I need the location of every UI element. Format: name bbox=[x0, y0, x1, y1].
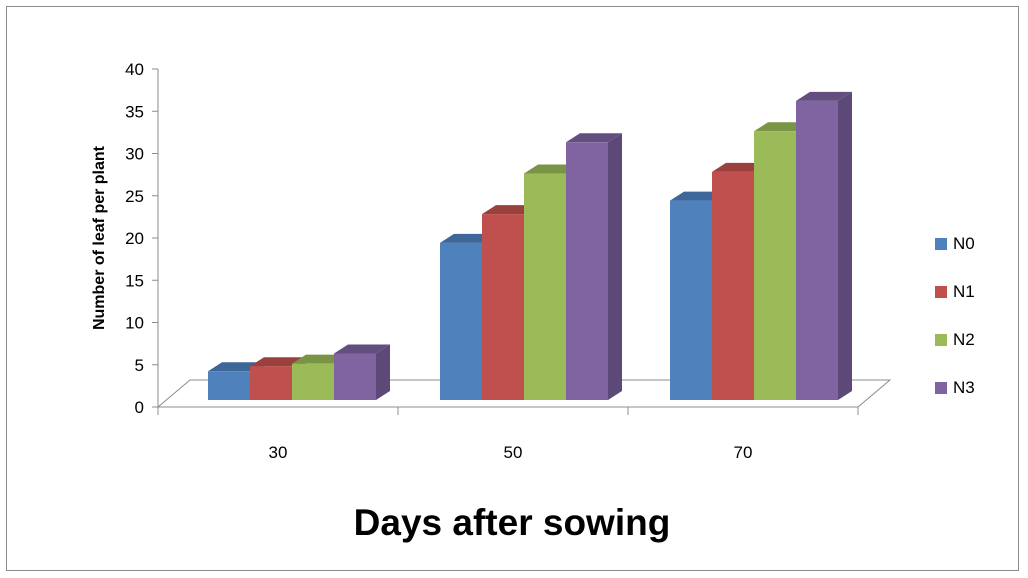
x-tick-label: 70 bbox=[734, 443, 753, 462]
bar-N3-70 bbox=[796, 91, 852, 401]
y-tick-label: 10 bbox=[125, 314, 144, 333]
legend: N0 N1 N2 N3 bbox=[935, 234, 975, 397]
y-tick-label: 5 bbox=[135, 356, 144, 375]
legend-item-N2: N2 bbox=[935, 330, 975, 349]
bar-front-face bbox=[796, 100, 838, 401]
y-tick-label: 40 bbox=[125, 60, 144, 79]
bar-N3-50 bbox=[566, 133, 622, 400]
x-tick-label: 50 bbox=[504, 443, 523, 462]
bar-front-face bbox=[440, 242, 482, 400]
bars bbox=[208, 91, 852, 401]
bar-N3-30 bbox=[334, 344, 390, 400]
y-tick-label: 20 bbox=[125, 229, 144, 248]
y-tick-label: 15 bbox=[125, 271, 144, 290]
y-tick-labels: 0 5 10 15 20 25 30 35 40 bbox=[125, 60, 144, 417]
bar-front-face bbox=[208, 371, 250, 400]
legend-item-N0: N0 bbox=[935, 234, 975, 253]
x-tick-labels: 30 50 70 bbox=[269, 443, 753, 462]
bar-top-face bbox=[334, 344, 390, 354]
x-tick-label: 30 bbox=[269, 443, 288, 462]
bar-front-face bbox=[334, 353, 376, 400]
legend-item-N1: N1 bbox=[935, 282, 975, 301]
legend-swatch bbox=[935, 334, 947, 346]
legend-label: N1 bbox=[953, 282, 975, 301]
bar-side-face bbox=[838, 91, 852, 401]
bar-side-face bbox=[376, 344, 390, 400]
floor-plane bbox=[156, 379, 892, 408]
x-axis-label: Days after sowing bbox=[354, 502, 671, 543]
legend-label: N2 bbox=[953, 330, 975, 349]
bar-front-face bbox=[712, 171, 754, 400]
bar-front-face bbox=[292, 363, 334, 400]
axes bbox=[152, 68, 892, 415]
legend-item-N3: N3 bbox=[935, 378, 975, 397]
bar-side-face bbox=[608, 133, 622, 400]
bar-top-face bbox=[566, 133, 622, 143]
bar-front-face bbox=[566, 142, 608, 400]
bar-front-face bbox=[482, 214, 524, 400]
legend-swatch bbox=[935, 238, 947, 250]
bar-front-face bbox=[250, 366, 292, 400]
bar-front-face bbox=[524, 173, 566, 400]
y-tick-label: 30 bbox=[125, 145, 144, 164]
legend-label: N0 bbox=[953, 234, 975, 253]
y-tick-label: 35 bbox=[125, 102, 144, 121]
bar-front-face bbox=[754, 131, 796, 401]
bar-front-face bbox=[670, 200, 712, 400]
legend-swatch bbox=[935, 286, 947, 298]
y-axis-label: Number of leaf per plant bbox=[91, 145, 108, 330]
y-tick-label: 25 bbox=[125, 187, 144, 206]
legend-label: N3 bbox=[953, 378, 975, 397]
y-tick-label: 0 bbox=[135, 398, 144, 417]
legend-swatch bbox=[935, 382, 947, 394]
bar-top-face bbox=[796, 91, 852, 101]
